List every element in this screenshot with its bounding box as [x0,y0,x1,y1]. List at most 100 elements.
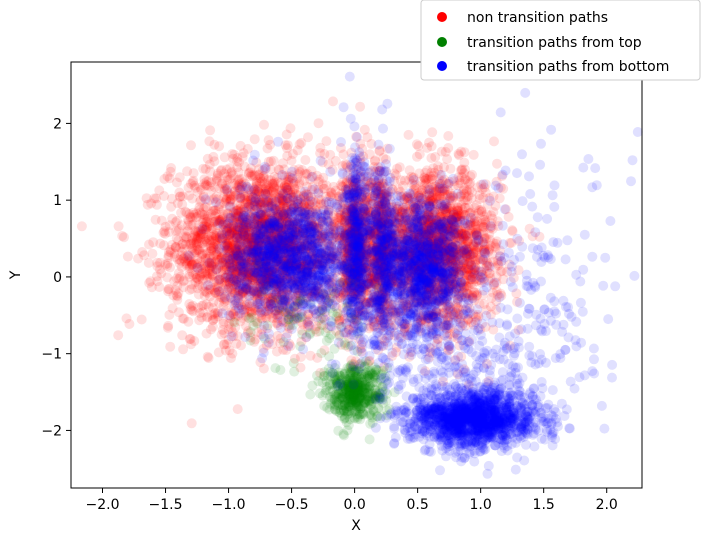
scatter-point [147,248,158,259]
series-0-points [76,96,545,429]
scatter-point [282,143,292,154]
scatter-point [186,418,197,429]
scatter-point [222,240,233,251]
scatter-point [221,262,232,273]
scatter-point [164,246,175,257]
scatter-point [225,254,236,264]
scatter-point [328,96,338,107]
scatter-point [321,136,332,147]
scatter-point [246,255,257,266]
scatter-point [220,272,231,283]
scatter-point [187,259,198,270]
scatter-point [258,248,269,259]
scatter-point [223,245,233,255]
scatter-point [242,215,253,226]
scatter-point [228,257,239,268]
scatter-point [330,258,341,269]
scatter-point [252,214,263,225]
scatter-point [260,210,271,220]
scatter-point [196,300,207,311]
scatter-point [178,313,189,324]
scatter-point [251,211,262,222]
scatter-point [261,231,272,242]
scatter-point [204,262,215,273]
scatter-point [148,237,159,248]
scatter-point [309,275,319,286]
scatter-point [403,129,414,140]
scatter-point [289,314,299,325]
scatter-point [234,234,245,245]
scatter-point [322,295,332,306]
scatter-point [326,189,337,200]
scatter-point [204,218,215,228]
scatter-point [492,158,502,169]
scatter-point [222,186,233,197]
scatter-point [244,199,255,210]
scatter-point [122,251,133,262]
scatter-point [489,136,499,147]
scatter-point [271,225,282,236]
scatter-point [278,244,289,255]
scatter-point [176,262,187,273]
scatter-point [338,149,349,160]
scatter-point [113,221,124,232]
scatter-point [294,139,305,150]
scatter-point [251,260,262,271]
scatter-point [259,239,270,250]
scatter-point [306,220,317,231]
scatter-point [227,283,238,294]
scatter-point [216,329,227,340]
scatter-point [273,164,284,175]
scatter-point [189,245,200,256]
scatter-point [306,266,317,277]
scatter-point [294,269,305,280]
scatter-point [268,180,279,191]
scatter-point [194,202,205,213]
scatter-point [282,284,293,295]
scatter-point [224,266,235,277]
scatter-point [241,232,252,243]
scatter-point [302,235,313,246]
scatter-point [208,314,219,325]
scatter-point [288,275,299,286]
scatter-point [249,221,260,232]
scatter-point [216,292,227,303]
scatter-point [468,149,479,160]
scatter-point [241,276,252,287]
scatter-point [267,244,278,255]
scatter-point [266,277,277,288]
scatter-point [202,351,213,362]
scatter-point [287,261,298,272]
scatter-point [232,225,243,235]
scatter-point [277,273,288,283]
scatter-point [293,222,304,233]
scatter-point [267,312,278,323]
scatter-point [287,314,298,325]
scatter-point [119,232,129,243]
scatter-point [302,181,312,192]
scatter-point [220,184,231,194]
scatter-point [217,251,228,262]
scatter-point [301,254,312,265]
scatter-point [187,300,198,311]
scatter-point [279,200,290,211]
scatter-point [187,177,198,188]
scatter-point [192,245,203,256]
scatter-point [199,220,210,231]
scatter-point [260,235,270,246]
scatter-point [232,404,243,415]
scatter-point [251,235,262,246]
scatter-point [190,277,201,288]
scatter-point [313,273,324,284]
scatter-point [195,232,206,243]
scatter-point [459,168,470,179]
scatter-point [252,225,263,236]
scatter-point [221,339,232,350]
scatter-point [252,178,262,189]
scatter-point [271,231,282,242]
scatter-point [259,220,270,231]
scatter-point [249,169,260,180]
scatter-point [298,191,309,202]
scatter-point [304,222,315,233]
scatter-point [164,309,175,320]
